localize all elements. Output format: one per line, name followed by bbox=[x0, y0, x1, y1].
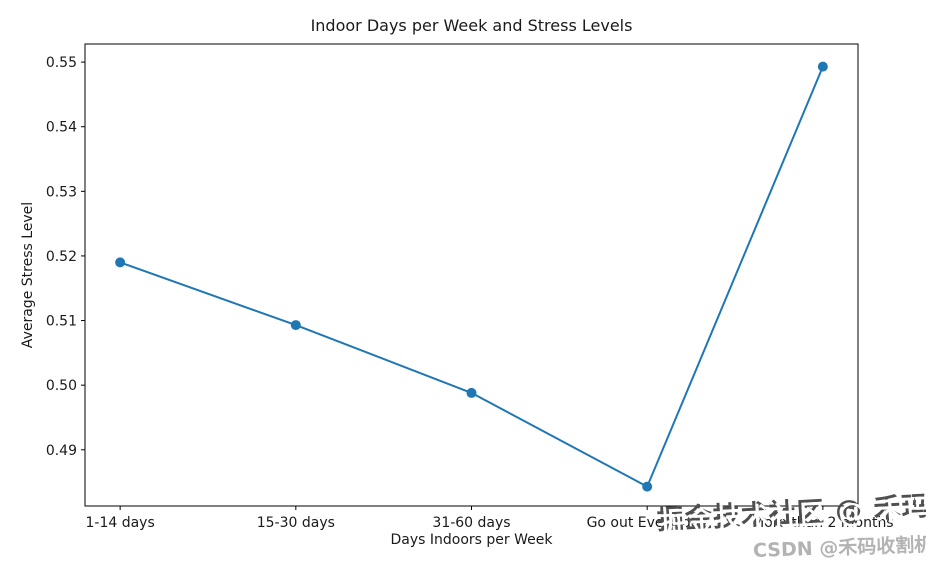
y-tick-label: 0.50 bbox=[46, 378, 77, 394]
y-tick-label: 0.55 bbox=[46, 55, 77, 71]
y-tick-label: 0.52 bbox=[46, 249, 77, 265]
y-tick-label: 0.51 bbox=[46, 314, 77, 330]
y-axis-label: Average Stress Level bbox=[20, 201, 36, 349]
x-tick-label: Go out Every day bbox=[587, 515, 708, 531]
chart-title: Indoor Days per Week and Stress Levels bbox=[310, 16, 633, 35]
data-point bbox=[466, 387, 477, 398]
y-tick-label: 0.49 bbox=[46, 443, 77, 459]
x-tick-label: 15-30 days bbox=[257, 515, 335, 531]
data-point bbox=[642, 481, 653, 492]
data-point bbox=[115, 257, 126, 268]
y-tick-label: 0.53 bbox=[46, 184, 77, 200]
x-tick-label: More than 2 months bbox=[752, 515, 894, 531]
axes-frame bbox=[84, 43, 859, 507]
data-point bbox=[817, 61, 828, 72]
data-point bbox=[290, 320, 301, 331]
y-tick-label: 0.54 bbox=[46, 120, 77, 136]
x-tick-label: 31-60 days bbox=[432, 515, 510, 531]
x-axis-label: Days Indoors per Week bbox=[390, 532, 553, 548]
x-tick-label: 1-14 days bbox=[85, 515, 154, 531]
data-line bbox=[119, 66, 824, 488]
